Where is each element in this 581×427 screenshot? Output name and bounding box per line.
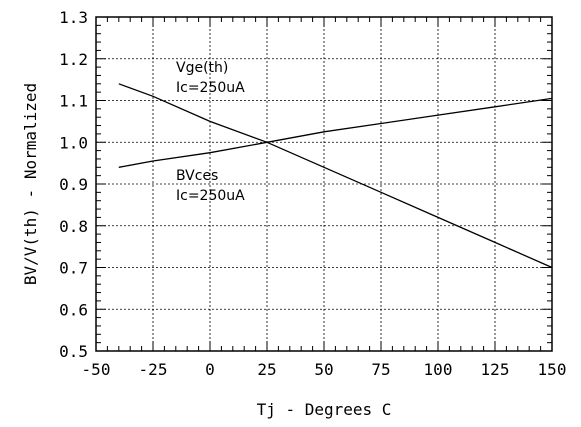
y-axis-title: BV/V(th) - Normalized	[21, 83, 40, 285]
y-tick-label: 1.0	[59, 133, 88, 152]
x-tick-label: 150	[538, 360, 567, 379]
x-tick-label: 75	[371, 360, 390, 379]
series-label-bvces-line2: Ic=250uA	[176, 188, 245, 204]
y-tick-label: 0.5	[59, 342, 88, 361]
y-tick-label: 0.6	[59, 300, 88, 319]
x-tick-label: 50	[314, 360, 333, 379]
x-axis-title: Tj - Degrees C	[257, 400, 392, 419]
x-tick-label: 0	[205, 360, 215, 379]
bvces-series-line	[118, 97, 553, 168]
tick-label-layer: -50 -25 0 25 50 75 100 125 150 0.5 0.6 0.7 0.8 0.9 1.0…	[59, 8, 566, 379]
plot-frame	[95, 16, 553, 352]
series-label-bvces-line1: BVces	[176, 168, 218, 184]
series-label-vgeth-line1: Vge(th)	[176, 60, 228, 76]
y-tick-label: 1.3	[59, 8, 88, 27]
x-tick-label: -25	[139, 360, 168, 379]
y-tick-label: 1.1	[59, 92, 88, 111]
vgeth-series-line	[118, 83, 553, 269]
x-tick-label: -50	[82, 360, 111, 379]
x-tick-label: 100	[424, 360, 453, 379]
series-label-vgeth-line2: Ic=250uA	[176, 80, 245, 96]
x-tick-label: 125	[481, 360, 510, 379]
grid-layer	[96, 17, 552, 351]
series-layer	[118, 83, 553, 269]
y-tick-label: 0.9	[59, 175, 88, 194]
y-tick-label: 1.2	[59, 50, 88, 69]
y-tick-label: 0.7	[59, 259, 88, 278]
tick-layer	[95, 16, 553, 352]
y-tick-label: 0.8	[59, 217, 88, 236]
x-tick-label: 25	[257, 360, 276, 379]
